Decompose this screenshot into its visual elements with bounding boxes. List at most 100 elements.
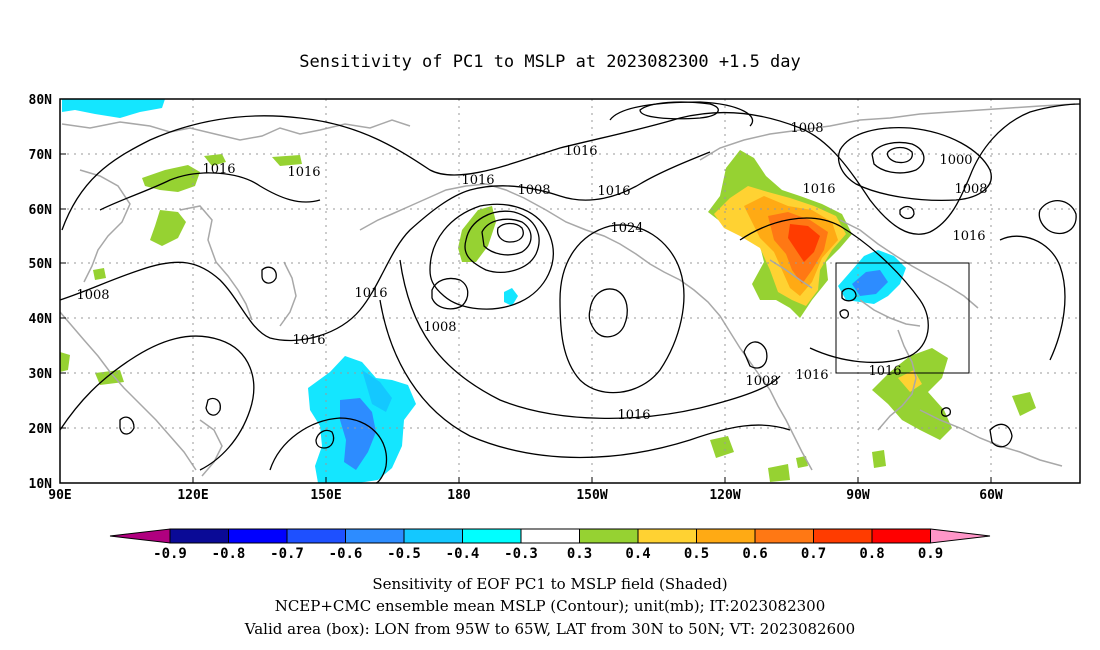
colorbar-segment [169,528,229,544]
shade-positive-atlantic [872,450,886,468]
contour-label: 1016 [868,364,901,379]
lon-label: 150E [310,488,341,503]
lon-label: 120W [709,488,740,503]
colorbar-label: -0.3 [504,546,538,562]
lon-label: 90E [48,488,71,503]
shade-negative-tropics-mid [362,370,392,412]
colorbar-segment [579,528,639,544]
colorbar-label: -0.9 [153,546,187,562]
colorbar-label: -0.7 [270,546,304,562]
lon-label: 180 [447,488,471,503]
longitude-labels: 90E 120E 150E 180 150W 120W 90W 60W [48,488,1003,503]
colorbar-label: 0.6 [742,546,767,562]
shade-positive-caribbean [1012,392,1036,416]
shade-positive-namerica-core [788,224,820,262]
colorbar-segment [637,528,697,544]
shade-positive-asia-1 [142,165,200,192]
tick-marks [59,98,992,483]
coastlines [59,103,1076,477]
gridlines [60,99,1080,483]
shade-negative-arctic [62,99,165,118]
lat-label: 60N [29,203,53,218]
shade-positive-asia-5 [93,268,106,280]
contour-label: 1008 [76,288,109,303]
lat-label: 70N [29,148,53,163]
contour-label: 1016 [564,144,597,159]
shade-positive-mexico [710,436,734,458]
lat-label: 10N [29,477,53,492]
contour-label: 1016 [617,408,650,423]
lon-label: 120E [177,488,208,503]
figure-title: Sensitivity of PC1 to MSLP at 2023082300… [299,52,801,72]
colorbar-left-arrow [109,528,171,544]
shade-negative-greatlakes-core [852,270,888,296]
mslp-contours [59,101,1081,484]
contour-label: 1008 [423,320,456,335]
colorbar-segment [520,528,580,544]
latitude-labels: 80N 70N 60N 50N 40N 30N 20N 10N [29,93,53,492]
shade-positive-mexico-2 [768,464,790,482]
colorbar-label: 0.7 [801,546,826,562]
contour-label: 1016 [795,368,828,383]
contour-label: 1016 [287,165,320,180]
colorbar-segment [228,528,288,544]
colorbar-label: -0.8 [212,546,246,562]
sensitivity-shading [60,99,1036,483]
contour-label: 1008 [790,121,823,136]
valid-area-box [835,262,970,374]
contour-label: 1008 [517,183,550,198]
lon-label: 150W [576,488,607,503]
lon-label: 90W [846,488,870,503]
colorbar-segment [696,528,756,544]
contour-label: 1016 [952,229,985,244]
contour-label: 1016 [461,173,494,188]
colorbar-label: 0.4 [625,546,650,562]
colorbar-segment [345,528,405,544]
contour-label: 1008 [954,182,987,197]
shade-negative-small-pacific [504,288,518,306]
lat-label: 20N [29,422,53,437]
colorbar-segment [403,528,463,544]
colorbar-label: 0.8 [859,546,884,562]
colorbar-label: 0.3 [567,546,592,562]
colorbar-label: -0.5 [387,546,421,562]
caption-line: Valid area (box): LON from 95W to 65W, L… [244,620,855,638]
contour-label: 1000 [939,153,972,168]
captions: Sensitivity of EOF PC1 to MSLP field (Sh… [244,575,855,638]
colorbar-segment [286,528,346,544]
colorbar-label: 0.9 [918,546,943,562]
lat-label: 80N [29,93,53,108]
colorbar-right-arrow [930,528,991,544]
contour-label: 1016 [597,184,630,199]
map-frame [59,98,1081,484]
shade-positive-asia-3 [204,154,226,166]
lat-label: 40N [29,312,53,327]
contour-label: 1016 [802,182,835,197]
lon-label: 60W [979,488,1003,503]
shade-positive-mexico-3 [796,456,808,468]
lat-label: 50N [29,257,53,272]
colorbar-segment [813,528,873,544]
shade-positive-asia-4 [272,155,302,166]
caption-line: Sensitivity of EOF PC1 to MSLP field (Sh… [372,575,727,593]
colorbar-label: -0.6 [329,546,363,562]
contour-labels: 1016 1016 1016 1016 1008 1016 1008 1016 … [76,121,987,423]
map-panel: 1016 1016 1016 1016 1008 1016 1008 1016 … [29,93,1081,503]
contour-label: 1016 [202,162,235,177]
shade-positive-asia-7 [60,352,70,372]
contour-label: 1008 [745,374,778,389]
colorbar-label: -0.4 [446,546,480,562]
shade-negative-tropics-core [340,398,376,470]
caption-line: NCEP+CMC ensemble mean MSLP (Contour); u… [275,597,826,615]
contour-label: 1024 [610,221,643,236]
colorbar-label: 0.5 [684,546,709,562]
colorbar-segment [462,528,522,544]
colorbar-segment [754,528,814,544]
lat-label: 30N [29,367,53,382]
colorbar-segment [871,528,931,544]
shade-positive-asia-2 [150,210,186,246]
contour-label: 1016 [292,333,325,348]
contour-label: 1016 [354,286,387,301]
colorbar: -0.9 -0.8 -0.7 -0.6 -0.5 -0.4 -0.3 0.3 0… [109,528,991,562]
